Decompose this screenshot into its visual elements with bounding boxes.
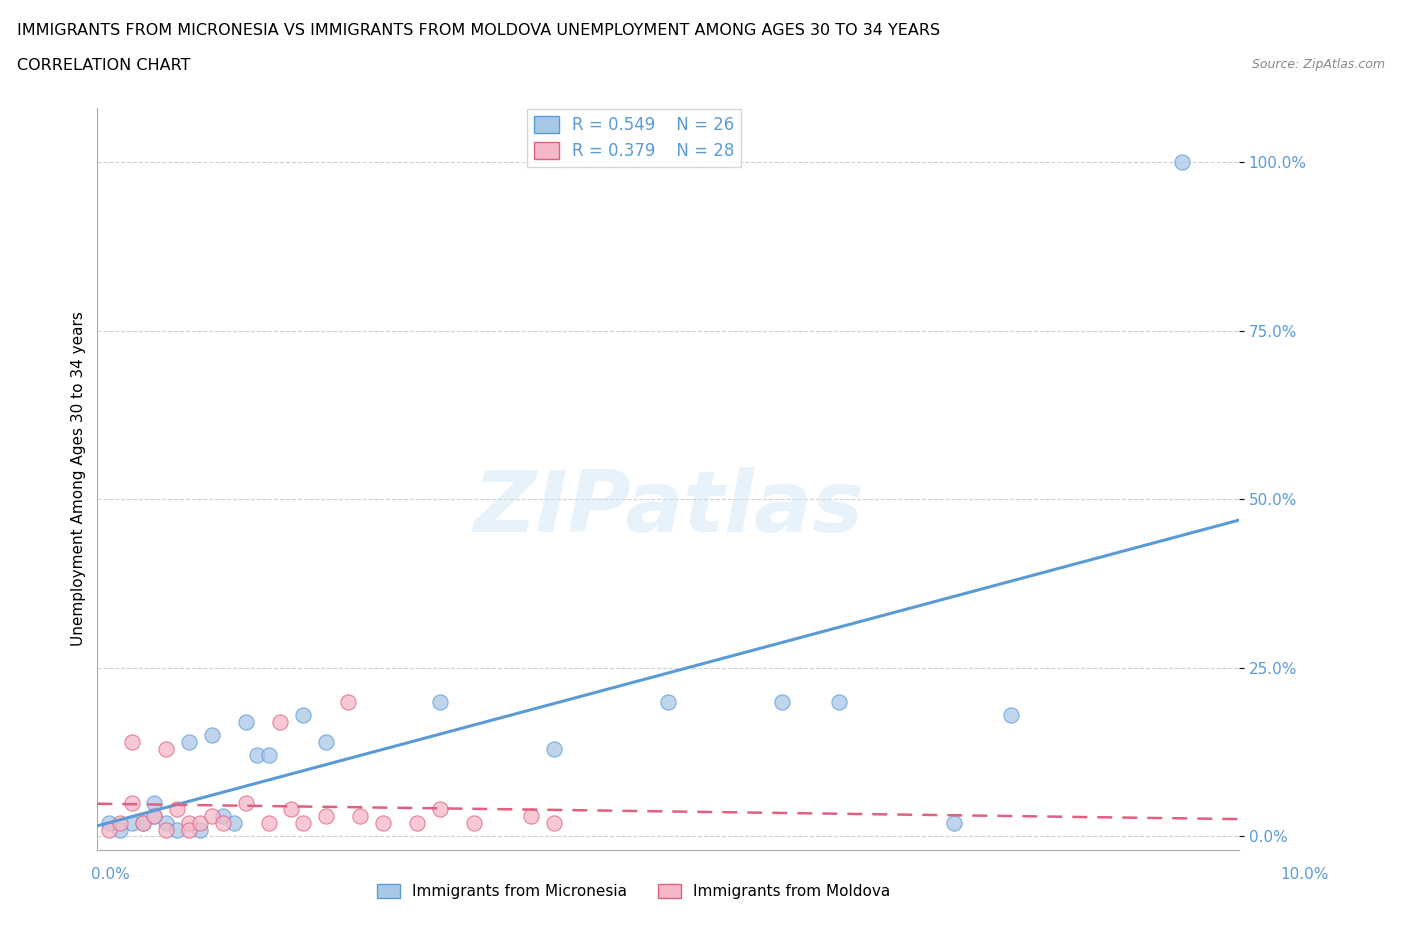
Point	[291, 708, 314, 723]
Point	[177, 822, 200, 837]
Point	[463, 816, 485, 830]
Point	[97, 822, 120, 837]
Point	[177, 735, 200, 750]
Point	[121, 735, 143, 750]
Text: CORRELATION CHART: CORRELATION CHART	[17, 58, 190, 73]
Point	[406, 816, 429, 830]
Point	[143, 809, 166, 824]
Point	[657, 694, 679, 709]
Point	[108, 816, 131, 830]
Point	[155, 741, 177, 756]
Point	[543, 816, 565, 830]
Point	[121, 795, 143, 810]
Point	[166, 802, 188, 817]
Text: IMMIGRANTS FROM MICRONESIA VS IMMIGRANTS FROM MOLDOVA UNEMPLOYMENT AMONG AGES 30: IMMIGRANTS FROM MICRONESIA VS IMMIGRANTS…	[17, 23, 941, 38]
Point	[770, 694, 793, 709]
Point	[235, 795, 257, 810]
Point	[520, 809, 543, 824]
Point	[132, 816, 155, 830]
Point	[246, 748, 269, 763]
Point	[155, 822, 177, 837]
Point	[315, 809, 337, 824]
Point	[143, 809, 166, 824]
Point	[269, 714, 291, 729]
Point	[543, 741, 565, 756]
Text: ZIPatlas: ZIPatlas	[472, 467, 863, 551]
Point	[257, 816, 280, 830]
Legend: R = 0.549    N = 26, R = 0.379    N = 28: R = 0.549 N = 26, R = 0.379 N = 28	[527, 109, 741, 166]
Text: 0.0%: 0.0%	[91, 867, 131, 882]
Point	[828, 694, 851, 709]
Point	[177, 816, 200, 830]
Point	[429, 802, 451, 817]
Point	[155, 816, 177, 830]
Point	[235, 714, 257, 729]
Point	[212, 816, 235, 830]
Y-axis label: Unemployment Among Ages 30 to 34 years: Unemployment Among Ages 30 to 34 years	[72, 312, 86, 646]
Point	[942, 816, 965, 830]
Point	[337, 694, 360, 709]
Point	[188, 816, 211, 830]
Point	[121, 816, 143, 830]
Point	[349, 809, 371, 824]
Point	[280, 802, 302, 817]
Point	[108, 822, 131, 837]
Point	[188, 822, 211, 837]
Point	[97, 816, 120, 830]
Point	[143, 795, 166, 810]
Point	[1000, 708, 1022, 723]
Point	[257, 748, 280, 763]
Point	[200, 809, 222, 824]
Point	[132, 816, 155, 830]
Point	[429, 694, 451, 709]
Point	[224, 816, 246, 830]
Point	[1171, 154, 1194, 169]
Point	[291, 816, 314, 830]
Point	[166, 822, 188, 837]
Point	[212, 809, 235, 824]
Point	[315, 735, 337, 750]
Point	[371, 816, 394, 830]
Text: 10.0%: 10.0%	[1281, 867, 1329, 882]
Text: Source: ZipAtlas.com: Source: ZipAtlas.com	[1251, 58, 1385, 71]
Point	[200, 728, 222, 743]
